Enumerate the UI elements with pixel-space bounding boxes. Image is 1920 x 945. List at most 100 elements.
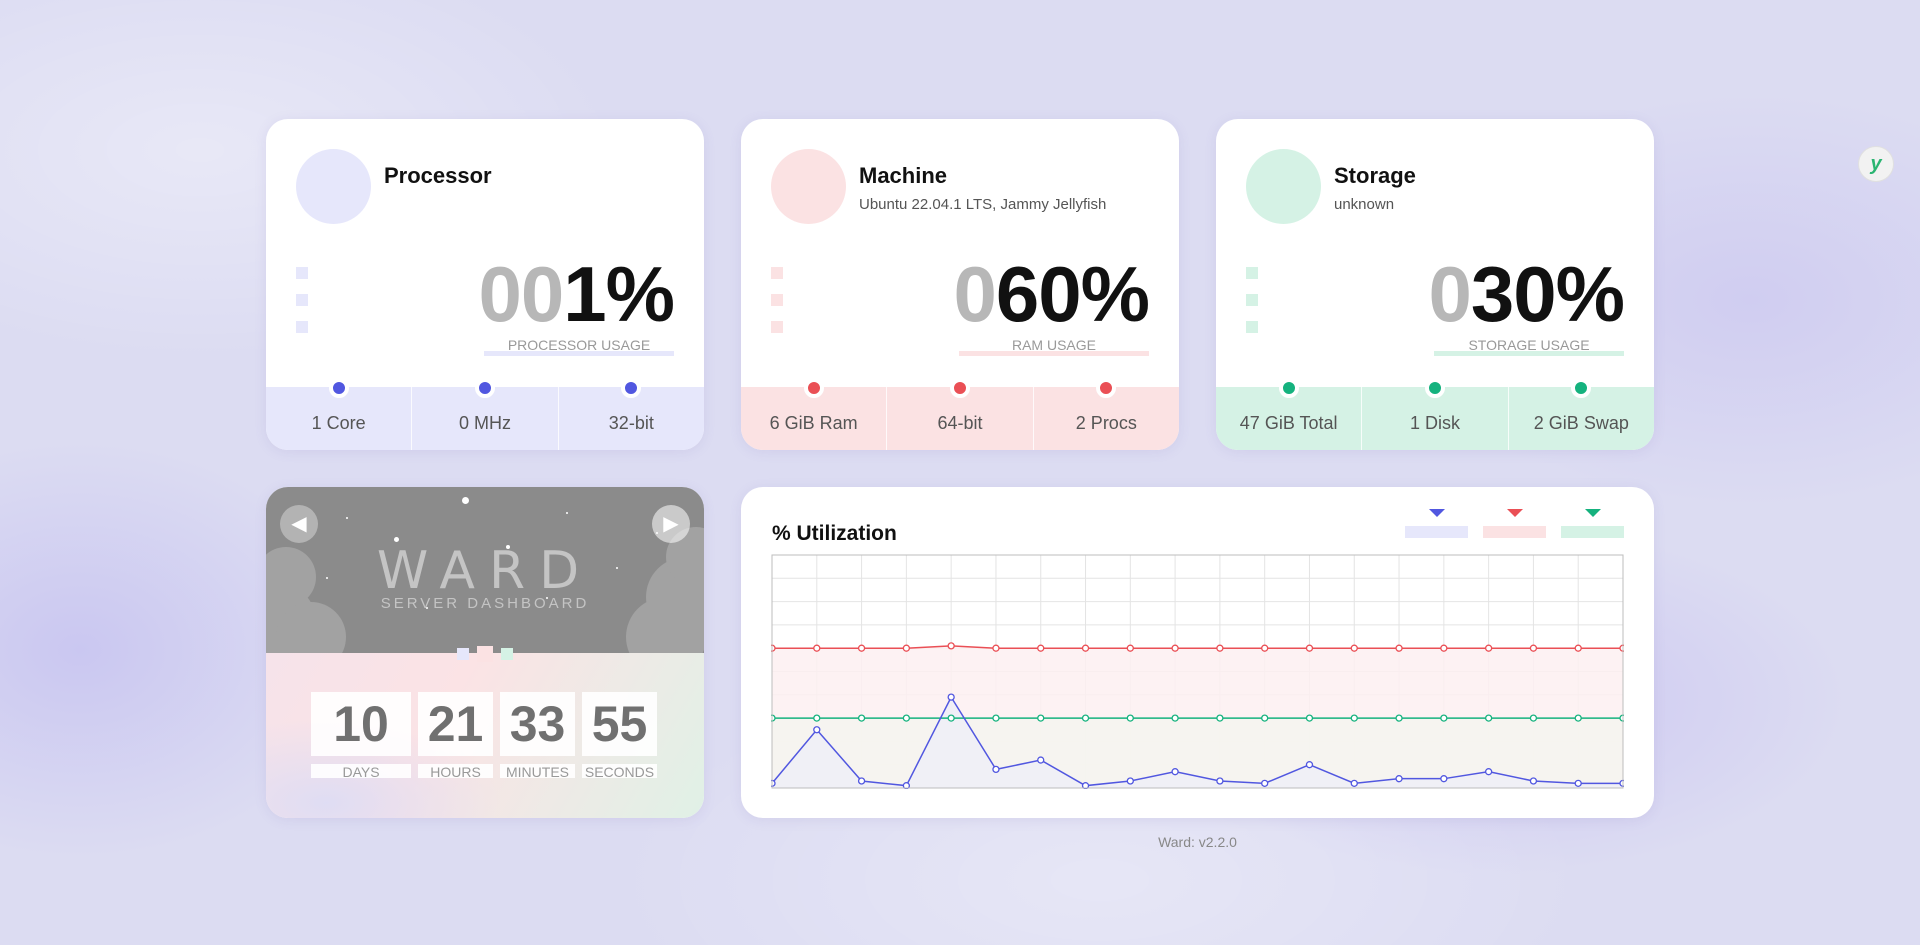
stat-item: 1 Disk [1362, 378, 1509, 450]
data-point [1350, 714, 1358, 722]
data-point [1305, 761, 1314, 769]
data-point [992, 644, 1000, 652]
banner-title: WARD [376, 541, 594, 601]
ward-logo-icon[interactable]: y [1858, 146, 1894, 182]
usage-underline [1434, 351, 1624, 356]
slide-indicators [266, 645, 704, 663]
stats-bar: 47 GiB Total 1 Disk 2 GiB Swap [1216, 378, 1654, 450]
data-point [947, 693, 955, 701]
uptime-card: ◀ ▶ WARD SERVER DASHBOARD 10 DAYS 21 HOU… [266, 487, 704, 818]
usage-label: STORAGE USAGE [1468, 337, 1590, 353]
data-point [1529, 714, 1538, 722]
usage-label: PROCESSOR USAGE [507, 337, 651, 353]
data-point [947, 642, 955, 650]
data-point [1216, 644, 1224, 652]
data-point [902, 782, 911, 789]
data-point [1037, 714, 1045, 722]
data-point [1305, 644, 1314, 652]
data-point [1171, 714, 1179, 722]
usage-percentage: 060% [953, 250, 1150, 338]
data-point [1216, 714, 1224, 722]
data-point [1484, 768, 1493, 776]
data-point [1126, 714, 1134, 722]
series-line-2 [771, 695, 1623, 787]
data-point [1081, 644, 1090, 652]
data-point [857, 777, 866, 785]
card-title: Machine [859, 163, 948, 188]
storage-card: Storage unknown 030% STORAGE USAGE 47 Gi… [1216, 119, 1654, 450]
next-button[interactable]: ▶ [652, 505, 690, 543]
storage-icon [1246, 149, 1321, 224]
stat-item: 1 Core [266, 378, 413, 450]
prev-button[interactable]: ◀ [280, 505, 318, 543]
data-point [1216, 777, 1224, 785]
legend-storage[interactable] [1561, 509, 1624, 538]
series-line-0 [772, 645, 1623, 649]
data-point [857, 644, 866, 652]
utilization-chart-card: % Utilization [741, 487, 1654, 818]
data-point [1529, 777, 1538, 785]
data-point [1171, 644, 1179, 652]
stat-item: 6 GiB Ram [741, 378, 888, 450]
data-point [1350, 779, 1358, 787]
data-point [1484, 644, 1493, 652]
stat-item: 2 Procs [1034, 378, 1179, 450]
data-point [1261, 779, 1269, 787]
uptime-minutes: 33 MINUTES [500, 692, 575, 778]
data-point [1440, 775, 1448, 783]
uptime-countdown: 10 DAYS 21 HOURS 33 MINUTES 55 SECONDS [311, 692, 657, 778]
data-point [1261, 714, 1269, 722]
slide-indicator[interactable] [501, 647, 513, 660]
slide-indicator[interactable] [457, 647, 469, 660]
data-point [813, 714, 821, 722]
stat-item: 2 GiB Swap [1509, 378, 1654, 450]
data-point [1574, 644, 1582, 652]
data-point [902, 644, 911, 652]
data-point [992, 714, 1000, 722]
decoration-squares [771, 267, 783, 348]
data-point [1440, 644, 1448, 652]
uptime-days: 10 DAYS [311, 692, 411, 778]
data-point [857, 714, 866, 722]
data-point [1126, 777, 1134, 785]
uptime-panel: 10 DAYS 21 HOURS 33 MINUTES 55 SECONDS [266, 653, 704, 818]
data-point [992, 765, 1000, 774]
processor-card: Processor 001% PROCESSOR USAGE 1 Core 0 … [266, 119, 704, 450]
triangle-left-icon: ◀ [291, 513, 307, 535]
chart-title: % Utilization [772, 522, 897, 545]
series-area-2 [772, 697, 1623, 788]
data-point [1484, 714, 1493, 722]
stat-item: 64-bit [887, 378, 1034, 450]
decoration-squares [1246, 267, 1258, 348]
data-point [1395, 714, 1403, 722]
data-point [1395, 775, 1403, 783]
usage-percentage: 030% [1428, 250, 1625, 338]
stats-bar: 1 Core 0 MHz 32-bit [266, 378, 704, 450]
data-point [902, 714, 911, 722]
slide-indicator[interactable] [477, 645, 493, 662]
legend-processor[interactable] [1405, 509, 1468, 538]
version-label: Ward: v2.2.0 [1158, 834, 1237, 850]
uptime-hours: 21 HOURS [418, 692, 493, 778]
machine-card: Machine Ubuntu 22.04.1 LTS, Jammy Jellyf… [741, 119, 1179, 450]
utilization-chart [771, 554, 1624, 789]
card-title: Storage [1334, 163, 1416, 188]
stats-bar: 6 GiB Ram 64-bit 2 Procs [741, 378, 1179, 450]
data-point [1171, 768, 1179, 776]
data-point [813, 644, 821, 652]
card-subtitle: unknown [1334, 196, 1395, 213]
data-point [1126, 644, 1134, 652]
decoration-squares [296, 267, 308, 348]
machine-icon [771, 149, 846, 224]
data-point [1440, 714, 1448, 722]
data-point [1574, 779, 1582, 787]
data-point [1261, 644, 1269, 652]
uptime-seconds: 55 SECONDS [582, 692, 657, 778]
data-point [947, 714, 955, 722]
banner-image: ◀ ▶ WARD SERVER DASHBOARD [266, 487, 704, 653]
legend-machine[interactable] [1483, 509, 1546, 538]
card-subtitle: Ubuntu 22.04.1 LTS, Jammy Jellyfish [859, 196, 1107, 213]
usage-label: RAM USAGE [1011, 337, 1096, 353]
stat-item: 0 MHz [412, 378, 559, 450]
data-point [1305, 714, 1314, 722]
